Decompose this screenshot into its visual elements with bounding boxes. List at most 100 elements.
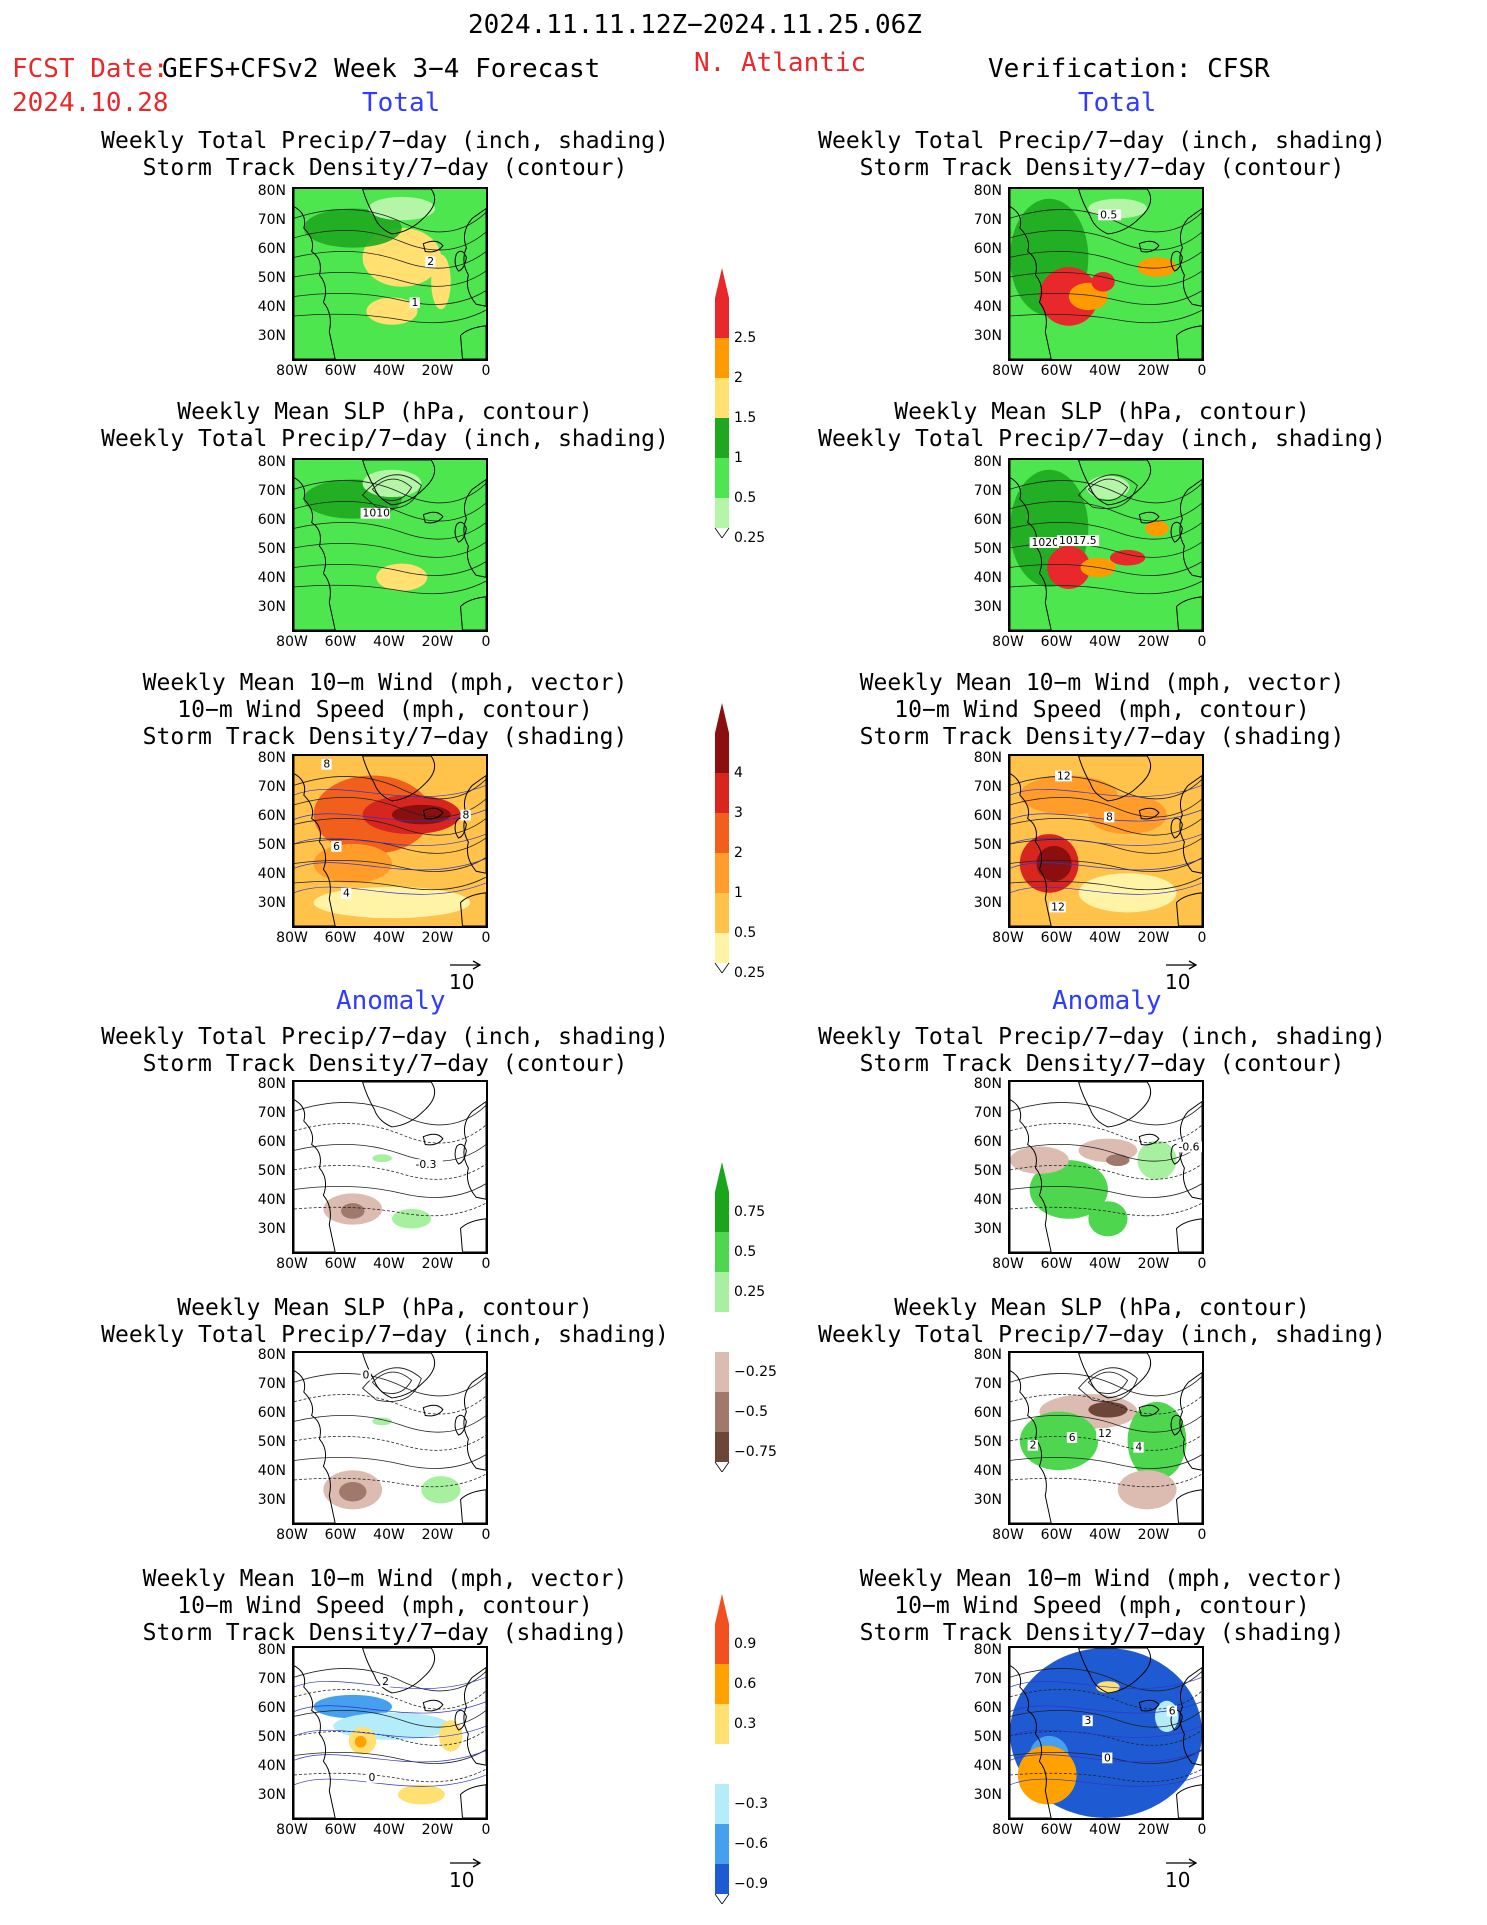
- lon-tick-label: 60W: [324, 1527, 357, 1543]
- lat-tick-label: 30N: [257, 328, 286, 344]
- lon-tick-label: 60W: [324, 1822, 357, 1838]
- colorbar-tick-label: 2.5: [734, 330, 757, 346]
- lon-tick-label: 60W: [1040, 634, 1073, 650]
- lat-tick-label: 60N: [257, 241, 286, 257]
- lon-tick-label: 0: [1197, 930, 1207, 946]
- lon-tick-label: 0: [1197, 1822, 1207, 1838]
- colorbar-swatch: [715, 1784, 729, 1824]
- lat-tick-label: 70N: [257, 1376, 286, 1392]
- lon-tick-label: 40W: [1089, 634, 1121, 650]
- contour-layer: [1010, 1102, 1202, 1217]
- contour-label: 8: [462, 809, 469, 822]
- colorbar-swatch: [715, 1744, 729, 1784]
- vector-arrow-icon: [1166, 1858, 1198, 1868]
- lat-tick-label: 80N: [257, 750, 286, 766]
- lat-tick-label: 60N: [973, 1134, 1002, 1150]
- lat-tick-label: 30N: [973, 1787, 1002, 1803]
- colorbar-swatch: [715, 378, 729, 418]
- colorbar-swatch: [715, 853, 729, 893]
- lat-tick-label: 60N: [257, 512, 286, 528]
- lat-tick-label: 70N: [257, 483, 286, 499]
- lat-tick-label: 40N: [257, 1463, 286, 1479]
- lat-tick-label: 40N: [257, 1192, 286, 1208]
- lon-tick-label: 40W: [373, 1256, 405, 1272]
- lat-tick-label: 30N: [973, 599, 1002, 615]
- fcst-date-value: 2024.10.28: [12, 88, 169, 118]
- colorbar-tick-label: 0.3: [734, 1716, 757, 1732]
- map-panel-ob-slp: 1020 1017.5: [1008, 458, 1204, 632]
- title-ob-wind-track-anom: Weekly Mean 10−m Wind (mph, vector) 10−m …: [859, 1566, 1345, 1646]
- lon-tick-label: 0: [481, 930, 491, 946]
- map-panel-ob-wind-anom: 3 6 0: [1008, 1646, 1204, 1820]
- lat-tick-label: 50N: [973, 1729, 1002, 1745]
- lat-tick-label: 70N: [973, 1105, 1002, 1121]
- lat-tick-label: 80N: [257, 1347, 286, 1363]
- colorbar-tick-label: 2: [734, 845, 743, 861]
- coastline-layer: [1010, 756, 1202, 926]
- lon-tick-label: 20W: [421, 930, 454, 946]
- lon-tick-label: 80W: [276, 1256, 308, 1272]
- lon-tick-label: 40W: [1089, 1822, 1121, 1838]
- colorbar-swatch: [715, 498, 729, 528]
- lat-tick-label: 50N: [257, 837, 286, 853]
- lon-tick-label: 80W: [992, 1822, 1024, 1838]
- lon-tick-label: 0: [1197, 1527, 1207, 1543]
- lat-tick-label: 70N: [973, 779, 1002, 795]
- contour-label: 0: [1104, 1751, 1111, 1764]
- colorbar-swatch: [715, 1392, 729, 1432]
- lon-tick-label: 40W: [1089, 930, 1121, 946]
- lon-tick-label: 20W: [421, 1256, 454, 1272]
- colorbar-track-anom: [714, 1594, 730, 1904]
- contour-layer: [1010, 209, 1202, 324]
- lat-tick-label: 50N: [257, 1434, 286, 1450]
- map-panel-ob-slp-anom: 2 6 12 4: [1008, 1351, 1204, 1525]
- lat-tick-label: 40N: [257, 866, 286, 882]
- lat-tick-label: 40N: [973, 1192, 1002, 1208]
- shading-layer: [323, 1154, 432, 1229]
- lon-tick-label: 40W: [373, 634, 405, 650]
- contour-label: 1: [412, 296, 419, 309]
- lon-tick-label: 20W: [1137, 1256, 1170, 1272]
- lon-tick-label: 80W: [276, 930, 308, 946]
- lon-tick-label: 80W: [992, 930, 1024, 946]
- lat-tick-label: 30N: [257, 1492, 286, 1508]
- lon-tick-label: 80W: [276, 1527, 308, 1543]
- colorbar-tick-label: 1: [734, 885, 743, 901]
- coastline-layer: [294, 460, 486, 630]
- colorbar-swatch: [715, 418, 729, 458]
- shading-layer: [313, 775, 471, 919]
- lon-tick-label: 80W: [992, 1256, 1024, 1272]
- lat-tick-label: 80N: [973, 1347, 1002, 1363]
- colorbar-swatch: [715, 1312, 729, 1352]
- colorbar-swatch: [715, 773, 729, 813]
- colorbar-swatch: [715, 1432, 729, 1462]
- fcst-date-label: FCST Date:: [12, 54, 169, 84]
- colorbar-tick-label: 1.5: [734, 410, 757, 426]
- contour-label: 2: [427, 255, 434, 268]
- lat-tick-label: 30N: [257, 599, 286, 615]
- lon-tick-label: 80W: [992, 363, 1024, 379]
- title-ob-slp-precip: Weekly Mean SLP (hPa, contour) Weekly Tot…: [818, 399, 1386, 452]
- shading-layer: [303, 196, 451, 325]
- lat-tick-label: 80N: [257, 1642, 286, 1658]
- lon-tick-label: 0: [481, 1822, 491, 1838]
- contour-label: 8: [323, 758, 330, 771]
- coastline-layer: [294, 189, 486, 359]
- contour-layer: [294, 776, 486, 895]
- map-panel-ob-precip-anom: -0.6: [1008, 1080, 1204, 1254]
- map-panel-fc-slp: 1010: [292, 458, 488, 632]
- contour-label: 12: [1057, 769, 1071, 782]
- lat-tick-label: 30N: [973, 895, 1002, 911]
- lat-tick-label: 60N: [257, 808, 286, 824]
- colorbar-swatch: [715, 813, 729, 853]
- coastline-layer: [1010, 189, 1202, 359]
- title-fc-precip-track-anom: Weekly Total Precip/7−day (inch, shading…: [101, 1024, 669, 1077]
- contour-label: 1017.5: [1059, 534, 1097, 547]
- lat-tick-label: 80N: [973, 454, 1002, 470]
- title-ob-wind-track: Weekly Mean 10−m Wind (mph, vector) 10−m …: [859, 670, 1345, 750]
- lat-tick-label: 80N: [973, 1642, 1002, 1658]
- colorbar-swatch: [715, 933, 729, 963]
- lat-tick-label: 60N: [973, 512, 1002, 528]
